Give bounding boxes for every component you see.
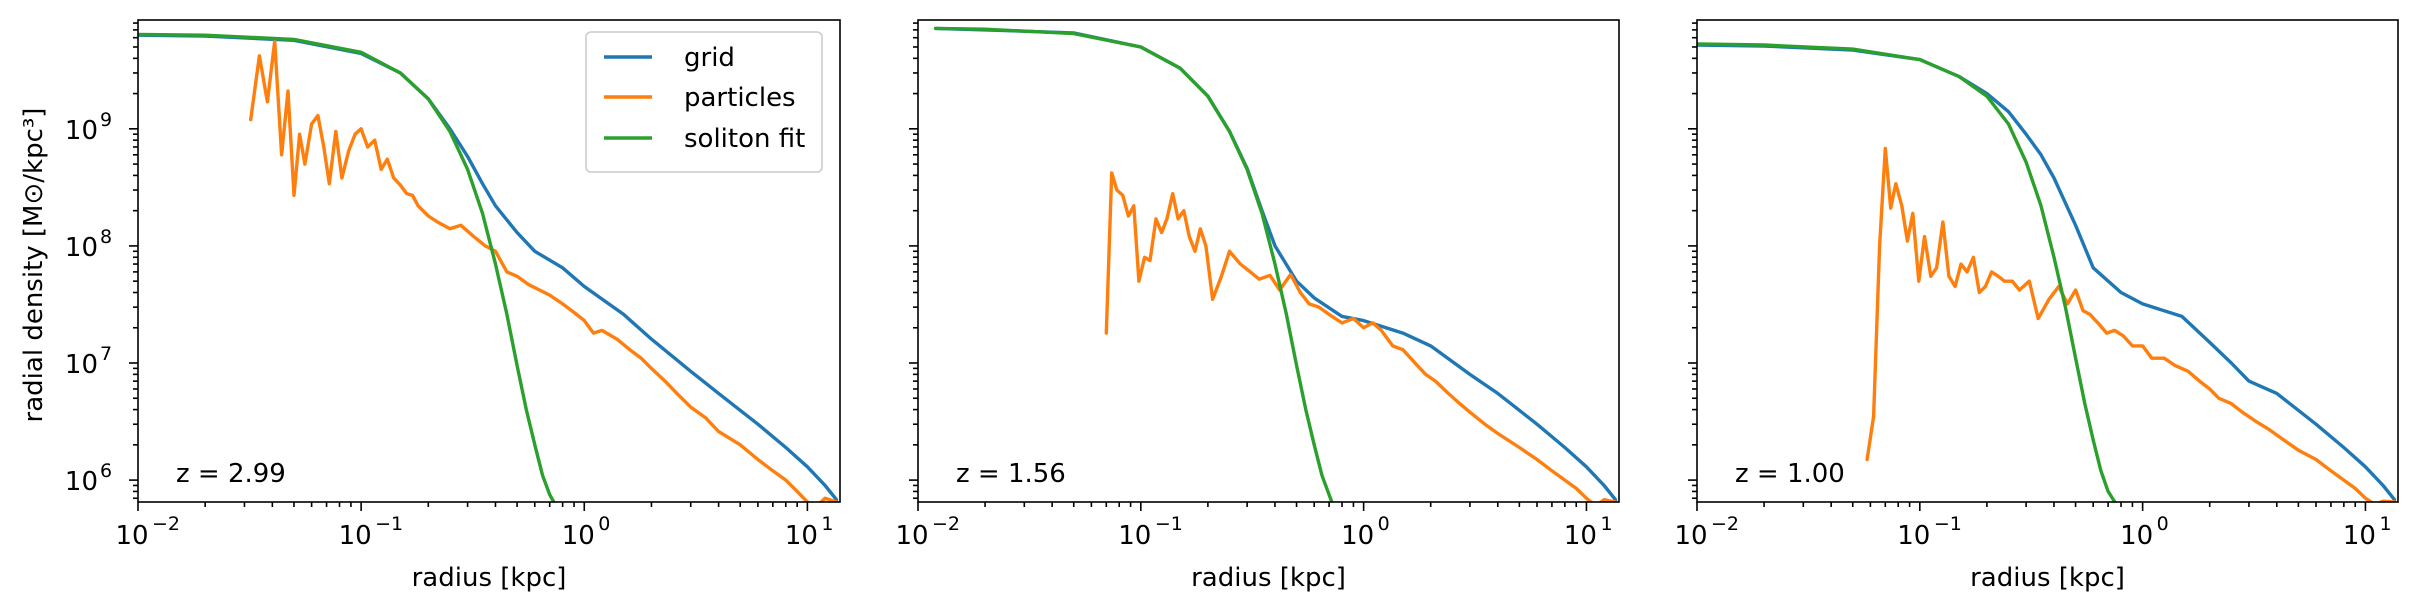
y-tick-label: 10 bbox=[65, 233, 98, 263]
legend-label-grid: grid bbox=[684, 43, 735, 73]
series-line-soliton-fit bbox=[138, 32, 556, 502]
series-line-particles bbox=[1104, 171, 1618, 502]
series-line-grid bbox=[1697, 43, 2397, 502]
legend: grid particles soliton fit bbox=[585, 31, 823, 173]
legend-label-particles: particles bbox=[684, 83, 796, 113]
x-tick-label: 10 bbox=[1564, 521, 1597, 551]
x-tick-label: 10 bbox=[2120, 521, 2153, 551]
series-group bbox=[1697, 42, 2397, 502]
x-tick-exponent: −1 bbox=[1155, 513, 1183, 535]
series-group bbox=[933, 26, 1618, 502]
x-tick-exponent: −2 bbox=[152, 513, 180, 535]
y-tick-label: 10 bbox=[65, 116, 98, 146]
plot-frame bbox=[137, 19, 841, 503]
x-tick-exponent: −2 bbox=[1711, 513, 1739, 535]
y-tick-exponent: 9 bbox=[100, 109, 112, 131]
x-tick-exponent: −1 bbox=[375, 513, 403, 535]
series-line-soliton-fit bbox=[933, 26, 1334, 502]
x-tick-label: 10 bbox=[115, 521, 148, 551]
y-tick-exponent: 6 bbox=[100, 460, 112, 482]
series-group bbox=[138, 32, 839, 502]
x-tick-exponent: 0 bbox=[2157, 513, 2169, 535]
series-line-particles bbox=[249, 39, 839, 502]
plot-frame bbox=[917, 19, 1620, 503]
y-tick-exponent: 8 bbox=[100, 226, 112, 248]
legend-label-soliton-fit: soliton fit bbox=[684, 124, 805, 154]
x-tick-label: 10 bbox=[895, 521, 928, 551]
x-tick-exponent: −2 bbox=[932, 513, 960, 535]
x-tick-label: 10 bbox=[2343, 521, 2376, 551]
y-tick-label: 10 bbox=[65, 350, 98, 380]
x-tick-exponent: 1 bbox=[1600, 513, 1612, 535]
x-tick-label: 10 bbox=[785, 521, 818, 551]
series-line-particles bbox=[1865, 146, 2397, 502]
x-tick-label: 10 bbox=[1897, 521, 1930, 551]
x-axis-label: radius [kpc] bbox=[1970, 563, 2125, 593]
x-axis-label: radius [kpc] bbox=[1191, 563, 1346, 593]
series-line-soliton-fit bbox=[1697, 42, 2117, 502]
x-tick-exponent: −1 bbox=[1934, 513, 1962, 535]
x-axis-label: radius [kpc] bbox=[412, 563, 567, 593]
plot-frame bbox=[1696, 19, 2399, 503]
x-tick-exponent: 1 bbox=[821, 513, 833, 535]
x-tick-exponent: 1 bbox=[2379, 513, 2391, 535]
panel-z-2-99: 10 −2 10 −1 10 0 10 110 610 710 810 9z = 2.99radius… bbox=[65, 19, 841, 593]
x-tick-label: 10 bbox=[1118, 521, 1151, 551]
y-tick-exponent: 7 bbox=[100, 343, 112, 365]
x-tick-label: 10 bbox=[1341, 521, 1374, 551]
redshift-annotation: z = 2.99 bbox=[176, 459, 286, 489]
x-tick-label: 10 bbox=[562, 521, 595, 551]
x-tick-label: 10 bbox=[339, 521, 372, 551]
x-tick-label: 10 bbox=[1674, 521, 1707, 551]
y-tick-label: 10 bbox=[65, 467, 98, 497]
y-axis-label: radial density [M⊙/kpc³] bbox=[19, 108, 49, 423]
x-tick-exponent: 0 bbox=[598, 513, 610, 535]
redshift-annotation: z = 1.00 bbox=[1735, 459, 1845, 489]
x-tick-exponent: 0 bbox=[1378, 513, 1390, 535]
redshift-annotation: z = 1.56 bbox=[956, 459, 1066, 489]
